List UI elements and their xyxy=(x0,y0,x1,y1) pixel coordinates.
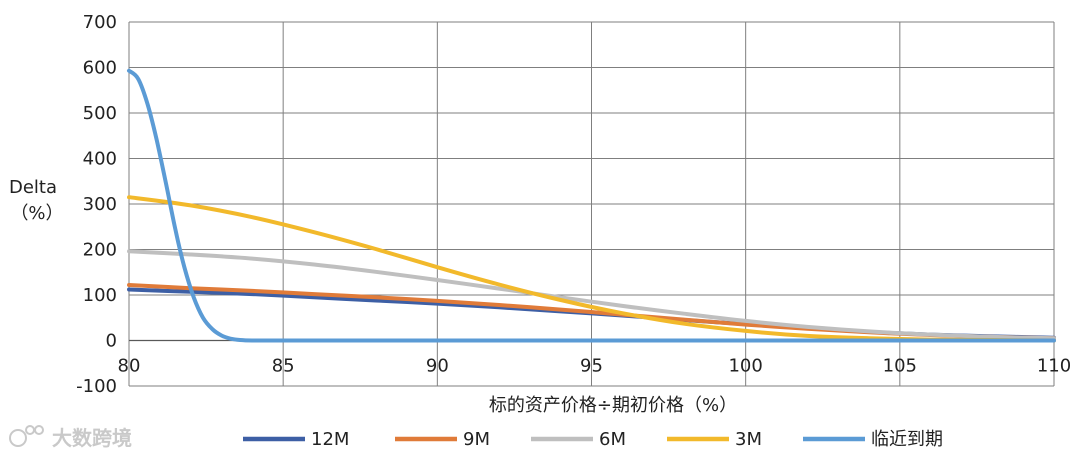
watermark: 大数跨境 xyxy=(9,425,132,450)
legend: 12M 9M 6M 3M 临近到期 xyxy=(243,429,943,450)
x-tick-label: 80 xyxy=(118,356,141,377)
y-axis-title: Delta xyxy=(9,177,57,198)
y-tick-label: 200 xyxy=(83,240,117,261)
x-tick-label: 95 xyxy=(580,356,603,377)
y-tick-label: 500 xyxy=(83,103,117,124)
legend-label-2: 6M xyxy=(599,429,626,450)
legend-label-4: 临近到期 xyxy=(871,429,943,450)
x-tick-label: 90 xyxy=(426,356,449,377)
legend-label-0: 12M xyxy=(311,429,349,450)
y-tick-label: 600 xyxy=(83,58,117,79)
x-tick-label: 85 xyxy=(272,356,295,377)
grid-lines xyxy=(128,21,1055,387)
x-axis-title: 标的资产价格÷期初价格（%） xyxy=(489,395,737,416)
y-tick-label: 700 xyxy=(83,12,117,33)
watermark-text: 大数跨境 xyxy=(52,426,132,450)
series-line-4 xyxy=(127,68,1056,343)
y-axis-unit: （%） xyxy=(10,203,63,224)
legend-label-1: 9M xyxy=(463,429,490,450)
y-axis-ticks: -100 0 100 200 300 400 500 600 700 xyxy=(76,12,117,397)
y-tick-label: 0 xyxy=(106,331,117,352)
y-tick-label: 100 xyxy=(83,285,117,306)
y-tick-label: 400 xyxy=(83,149,117,170)
x-tick-label: 110 xyxy=(1037,356,1071,377)
y-tick-label: -100 xyxy=(76,376,117,397)
series-lines xyxy=(127,68,1056,343)
x-axis-ticks: 80 85 90 95 100 105 110 xyxy=(118,356,1072,377)
y-tick-label: 300 xyxy=(83,194,117,215)
legend-label-3: 3M xyxy=(735,429,762,450)
x-tick-label: 100 xyxy=(728,356,762,377)
watermark-logo-icon xyxy=(9,425,44,447)
x-tick-label: 105 xyxy=(883,356,917,377)
series-line-2 xyxy=(127,249,1056,341)
